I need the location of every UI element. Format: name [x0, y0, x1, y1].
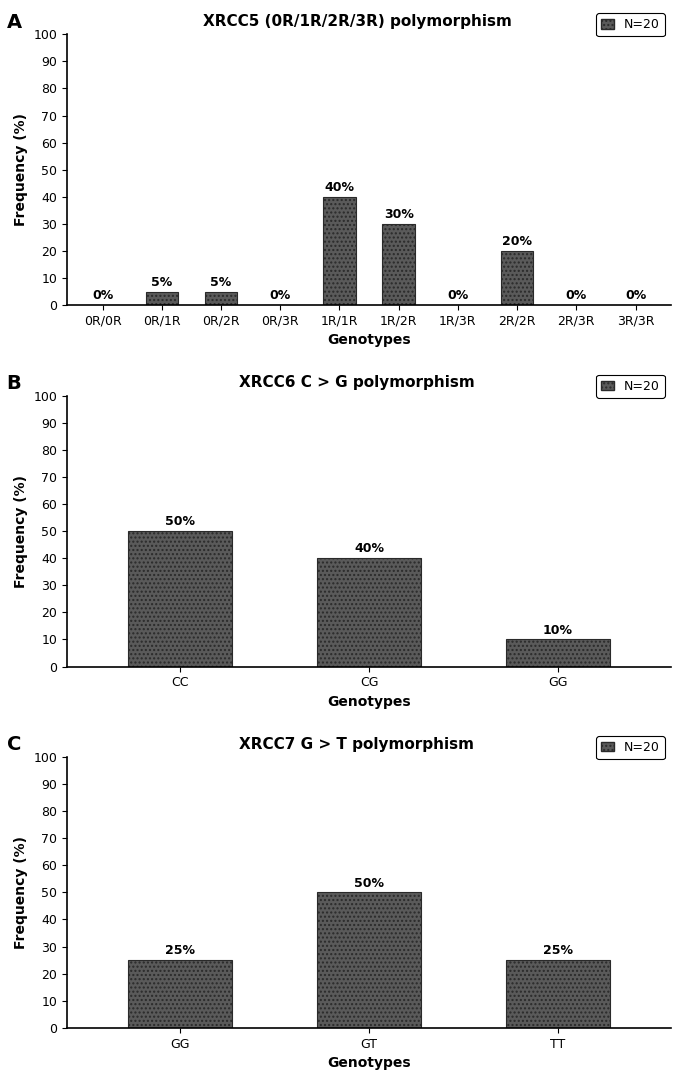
Title: XRCC6 C > G polymorphism: XRCC6 C > G polymorphism — [239, 375, 475, 390]
Bar — [145, 292, 178, 306]
Y-axis label: Frequency (%): Frequency (%) — [14, 475, 28, 588]
Text: 25%: 25% — [543, 944, 573, 957]
Bar — [317, 892, 421, 1028]
Text: 50%: 50% — [165, 515, 195, 528]
Bar — [128, 531, 232, 667]
Bar — [382, 224, 415, 306]
Text: 0%: 0% — [447, 289, 469, 302]
Text: 40%: 40% — [325, 181, 354, 194]
Text: 10%: 10% — [543, 623, 573, 636]
Text: 20%: 20% — [502, 235, 532, 248]
Y-axis label: Frequency (%): Frequency (%) — [14, 113, 28, 227]
Text: 25%: 25% — [165, 944, 195, 957]
Text: A: A — [7, 13, 22, 31]
Text: 40%: 40% — [354, 542, 384, 555]
Text: C: C — [7, 735, 21, 754]
Text: 30%: 30% — [384, 208, 414, 221]
Text: B: B — [7, 374, 21, 392]
Text: 50%: 50% — [354, 877, 384, 890]
Text: 0%: 0% — [270, 289, 291, 302]
Text: 0%: 0% — [92, 289, 113, 302]
Text: 5%: 5% — [210, 276, 232, 289]
Title: XRCC7 G > T polymorphism: XRCC7 G > T polymorphism — [240, 736, 475, 751]
Bar — [128, 960, 232, 1028]
Bar — [506, 960, 610, 1028]
Text: 0%: 0% — [566, 289, 587, 302]
Text: 0%: 0% — [625, 289, 646, 302]
X-axis label: Genotypes: Genotypes — [327, 695, 411, 709]
Text: 5%: 5% — [151, 276, 173, 289]
Legend: N=20: N=20 — [597, 13, 665, 37]
Title: XRCC5 (0R/1R/2R/3R) polymorphism: XRCC5 (0R/1R/2R/3R) polymorphism — [203, 14, 512, 29]
Bar — [501, 251, 534, 306]
X-axis label: Genotypes: Genotypes — [327, 1056, 411, 1070]
Legend: N=20: N=20 — [597, 375, 665, 398]
Legend: N=20: N=20 — [597, 736, 665, 759]
Bar — [323, 197, 356, 306]
Bar — [205, 292, 237, 306]
Bar — [506, 640, 610, 667]
X-axis label: Genotypes: Genotypes — [327, 334, 411, 348]
Bar — [317, 558, 421, 667]
Y-axis label: Frequency (%): Frequency (%) — [14, 836, 28, 948]
